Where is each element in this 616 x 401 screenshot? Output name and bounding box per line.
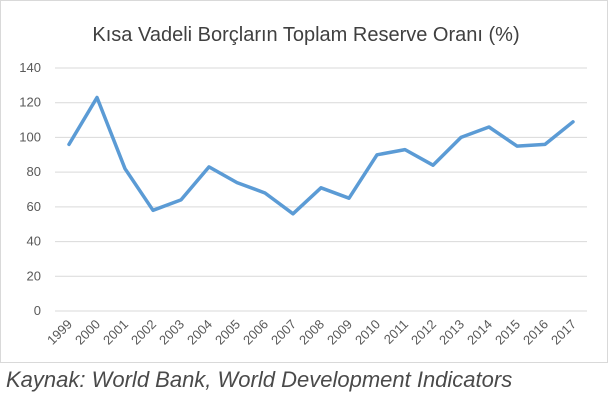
- x-tick-label: 2014: [464, 317, 495, 348]
- y-tick-label: 20: [27, 268, 41, 283]
- y-tick-label: 120: [19, 95, 41, 110]
- x-tick-label: 2008: [296, 317, 327, 348]
- chart-frame: Kısa Vadeli Borçların Toplam Reserve Ora…: [0, 0, 608, 363]
- y-tick-label: 60: [27, 199, 41, 214]
- source-note: Kaynak: World Bank, World Development In…: [6, 367, 513, 392]
- series-line: [67, 95, 575, 216]
- y-tick-label: 140: [19, 60, 41, 75]
- x-tick-label: 1999: [44, 317, 75, 348]
- y-tick-label: 40: [27, 234, 41, 249]
- x-tick-label: 2016: [520, 317, 551, 348]
- y-tick-label: 100: [19, 129, 41, 144]
- x-tick-label: 2005: [212, 317, 243, 348]
- x-tick-label: 2017: [548, 317, 579, 348]
- x-tick-label: 2015: [492, 317, 523, 348]
- x-tick-label: 2007: [268, 317, 299, 348]
- line-chart: Kısa Vadeli Borçların Toplam Reserve Ora…: [19, 24, 587, 348]
- x-tick-label: 2013: [436, 317, 467, 348]
- gridlines: [55, 67, 587, 312]
- series-layer: [67, 95, 575, 216]
- y-axis-ticks: 0 20 40 60 80 100 120 140: [19, 60, 41, 318]
- x-axis-ticks: 1999200020012002200320042005200620072008…: [44, 317, 579, 348]
- x-tick-label: 2003: [156, 317, 187, 348]
- x-tick-label: 2006: [240, 317, 271, 348]
- x-tick-label: 2009: [324, 317, 355, 348]
- x-tick-label: 2001: [100, 317, 131, 348]
- y-tick-label: 80: [27, 164, 41, 179]
- x-tick-label: 2011: [381, 317, 411, 347]
- chart-title: Kısa Vadeli Borçların Toplam Reserve Ora…: [92, 24, 519, 46]
- x-tick-label: 2010: [352, 317, 383, 348]
- x-tick-label: 2004: [184, 317, 215, 348]
- x-tick-label: 2002: [128, 317, 159, 348]
- x-tick-label: 2000: [72, 317, 103, 348]
- x-tick-label: 2012: [408, 317, 439, 348]
- y-tick-label: 0: [34, 303, 41, 318]
